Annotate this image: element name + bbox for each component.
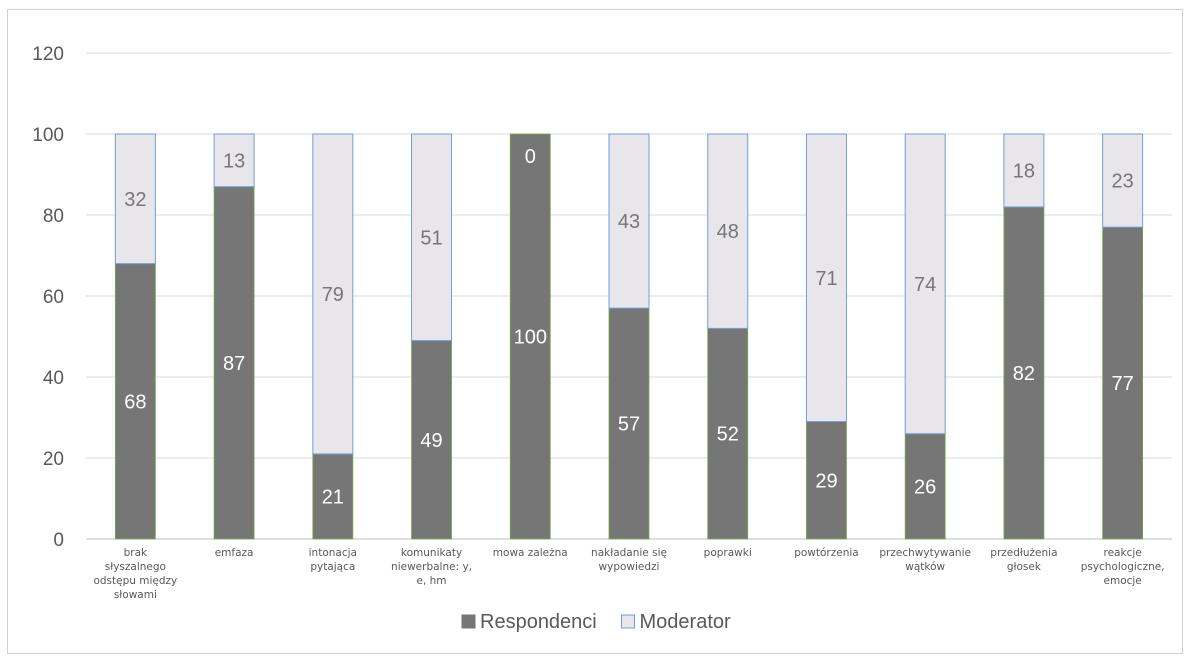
legend-swatch	[621, 614, 635, 629]
y-tick-label: 0	[53, 530, 64, 551]
x-category-label: wątków	[905, 561, 945, 573]
x-category-label: mowa zależna	[493, 547, 568, 559]
y-tick-label: 40	[43, 368, 64, 389]
bar-respondenci	[114, 263, 156, 540]
bar-moderator	[904, 133, 946, 435]
data-label-respondenci: 29	[815, 470, 837, 492]
data-label-respondenci: 77	[1112, 373, 1134, 395]
data-label-moderator: 43	[618, 211, 640, 233]
x-category-label: słowami	[114, 589, 157, 601]
bar-respondenci	[707, 327, 749, 540]
bar-moderator	[805, 133, 847, 423]
data-label-respondenci: 49	[420, 430, 442, 452]
x-category-label: przedłużenia	[990, 547, 1057, 559]
data-label-respondenci: 52	[717, 424, 739, 446]
y-tick-label: 60	[43, 287, 64, 308]
x-category-label: pytająca	[310, 561, 355, 573]
data-label-moderator: 23	[1112, 171, 1134, 193]
bar-moderator	[411, 133, 453, 342]
bar-respondenci	[411, 340, 452, 540]
x-category-label: brak	[124, 547, 148, 559]
data-label-respondenci: 57	[618, 414, 640, 436]
data-label-respondenci: 100	[514, 327, 547, 349]
x-category-label: poprawki	[704, 547, 752, 559]
data-label-respondenci: 26	[914, 476, 936, 498]
data-label-moderator: 18	[1013, 160, 1035, 182]
x-category-label: słyszalnego	[105, 561, 166, 573]
data-label-respondenci: 21	[322, 486, 344, 508]
bar-moderator	[608, 133, 650, 309]
bar-moderator	[707, 133, 749, 329]
data-label-moderator: 48	[717, 221, 739, 243]
x-category-label: nakładanie się	[591, 547, 667, 559]
x-category-label: emfaza	[215, 547, 254, 559]
bar-moderator	[213, 133, 255, 188]
bar-respondenci	[904, 433, 946, 540]
bar-respondenci	[509, 133, 551, 540]
x-category-label: głosek	[1007, 561, 1042, 573]
data-label-respondenci: 82	[1013, 363, 1035, 385]
x-category-label: powtórzenia	[794, 547, 859, 559]
data-label-moderator: 0	[525, 146, 536, 168]
x-category-label: odstępu między	[93, 575, 177, 587]
bar-respondenci	[806, 421, 847, 540]
bar-respondenci	[213, 186, 255, 540]
y-tick-label: 100	[32, 125, 64, 146]
data-label-moderator: 13	[223, 150, 245, 172]
legend-swatch	[461, 614, 476, 629]
y-tick-label: 120	[32, 44, 64, 65]
bar-moderator	[114, 133, 156, 265]
data-label-respondenci: 87	[223, 353, 245, 375]
data-label-moderator: 32	[124, 189, 146, 211]
legend-label: Respondenci	[480, 611, 597, 633]
bar-respondenci	[608, 307, 650, 540]
x-category-label: intonacja	[309, 547, 357, 559]
x-category-label: przechwytywanie	[879, 547, 971, 559]
x-category-label: niewerbalne: y,	[391, 561, 472, 573]
data-label-moderator: 51	[420, 227, 442, 249]
x-category-label: reakcje	[1104, 547, 1142, 559]
x-category-label: komunikaty	[401, 547, 462, 559]
y-tick-label: 20	[43, 449, 64, 470]
bar-respondenci	[312, 453, 354, 540]
bar-respondenci	[1003, 206, 1045, 540]
bar-moderator	[1102, 133, 1144, 228]
bar-moderator	[312, 133, 354, 455]
x-category-label: emocje	[1104, 575, 1142, 587]
bar-respondenci	[1102, 226, 1144, 540]
data-label-moderator: 74	[914, 274, 936, 296]
y-tick-label: 80	[43, 206, 64, 227]
data-label-moderator: 71	[815, 268, 837, 290]
data-label-respondenci: 68	[124, 391, 146, 413]
data-label-moderator: 79	[322, 284, 344, 306]
chart-frame	[7, 9, 1183, 654]
x-category-label: psychologiczne,	[1081, 561, 1165, 573]
x-category-label: e, hm	[417, 575, 447, 587]
bar-moderator	[1003, 133, 1045, 208]
legend-label: Moderator	[640, 611, 731, 633]
x-category-label: wypowiedzi	[599, 561, 660, 573]
